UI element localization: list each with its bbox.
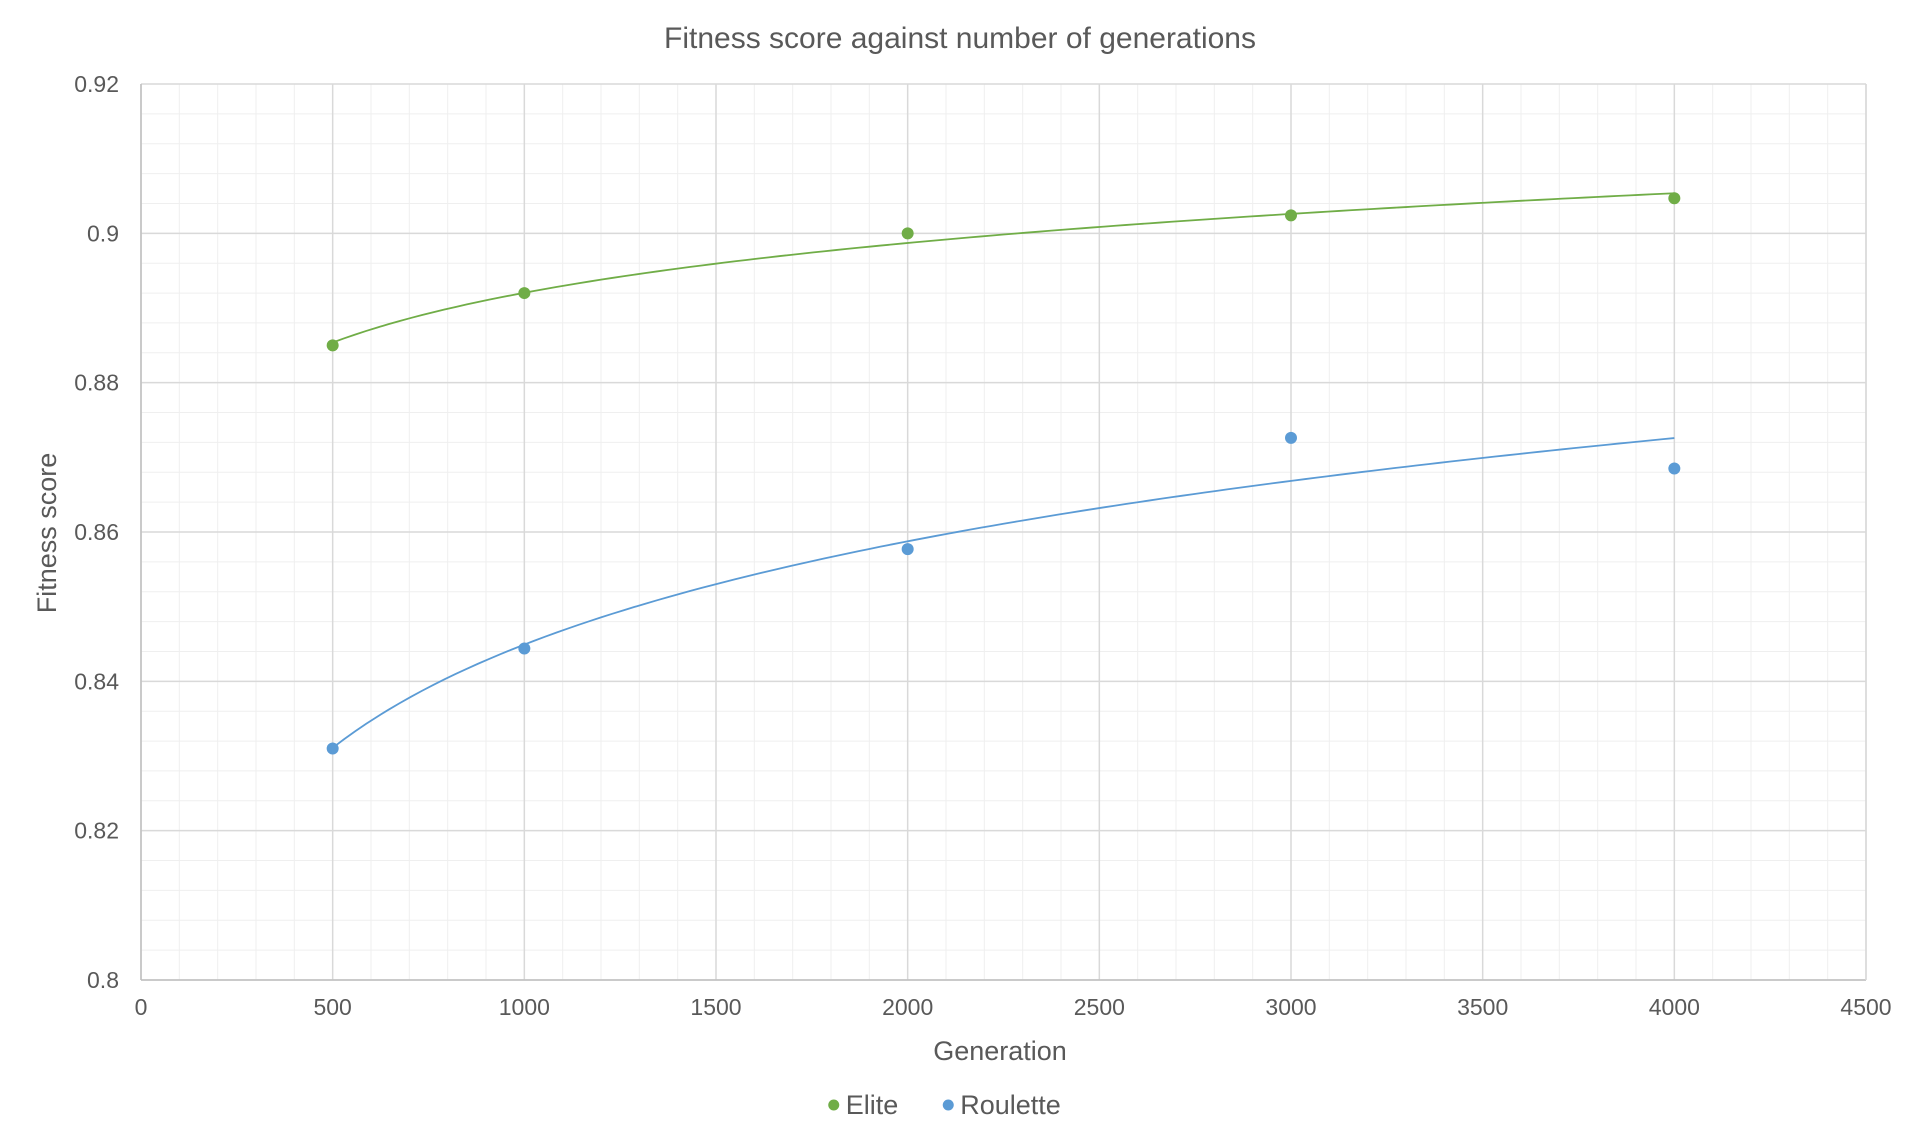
data-point-elite <box>1285 209 1297 222</box>
x-tick-label: 4500 <box>1840 994 1891 1020</box>
x-tick-label: 0 <box>135 994 148 1020</box>
legend-marker-roulette <box>942 1099 954 1111</box>
trendline-elite <box>332 192 1675 344</box>
legend: Elite Roulette <box>828 1090 1061 1120</box>
data-point-elite <box>326 339 339 352</box>
plot-axes <box>140 84 1867 981</box>
data-point-elite <box>1668 192 1681 205</box>
y-tick-label: 0.84 <box>74 668 119 694</box>
y-axis-title: Fitness score <box>32 453 62 614</box>
legend-label-roulette: Roulette <box>960 1090 1061 1120</box>
legend-label-elite: Elite <box>846 1090 899 1120</box>
trendline-roulette <box>332 437 1675 749</box>
x-tick-label: 2000 <box>882 994 933 1020</box>
chart-title: Fitness score against number of generati… <box>664 22 1256 55</box>
x-tick-label: 4000 <box>1649 994 1700 1020</box>
x-axis-title: Generation <box>933 1036 1067 1066</box>
legend-marker-elite <box>828 1099 840 1111</box>
data-point-roulette <box>1285 431 1297 444</box>
y-tick-label: 0.8 <box>87 967 119 993</box>
data-point-elite <box>518 287 531 300</box>
data-point-roulette <box>518 642 531 655</box>
x-tick-labels: 0 500 1000 1500 2000 2500 3000 3500 4000 4500 <box>135 994 1892 1020</box>
data-point-roulette <box>901 543 914 556</box>
y-tick-label: 0.9 <box>87 220 119 246</box>
x-tick-label: 500 <box>313 994 351 1020</box>
y-tick-label: 0.92 <box>74 71 119 97</box>
y-tick-labels: 0.8 0.82 0.84 0.86 0.88 0.9 0.92 <box>74 71 119 993</box>
data-point-elite <box>901 227 914 240</box>
y-tick-label: 0.88 <box>74 370 119 396</box>
x-tick-label: 3500 <box>1457 994 1508 1020</box>
x-tick-label: 2500 <box>1074 994 1125 1020</box>
trendlines <box>332 192 1675 749</box>
y-tick-label: 0.86 <box>74 519 119 545</box>
data-point-roulette <box>1668 462 1681 475</box>
x-tick-label: 3000 <box>1265 994 1316 1020</box>
x-tick-label: 1500 <box>690 994 741 1020</box>
data-points <box>326 192 1681 755</box>
y-tick-label: 0.82 <box>74 818 119 844</box>
data-point-roulette <box>326 742 339 755</box>
x-tick-label: 1000 <box>499 994 550 1020</box>
